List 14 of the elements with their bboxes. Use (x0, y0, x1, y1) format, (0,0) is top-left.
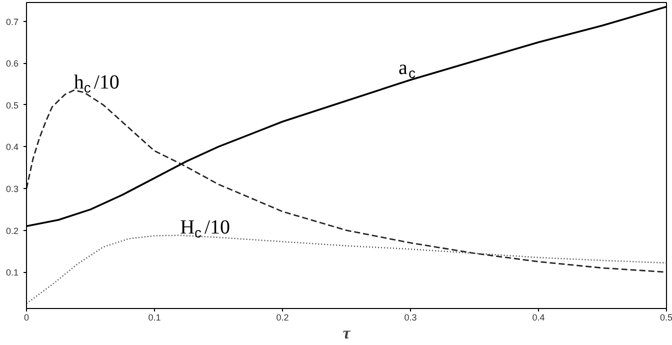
x-tick-label: 0 (24, 312, 30, 322)
y-tick-label: 0.4 (6, 142, 19, 152)
x-axis-title: τ (342, 324, 351, 342)
y-tick-label: 0.2 (6, 226, 19, 236)
x-tick-label: 0.2 (276, 312, 289, 322)
y-tick-label: 0.1 (6, 268, 19, 278)
x-tick-label: 0.1 (148, 312, 161, 322)
y-tick-label: 0.6 (6, 58, 19, 69)
y-tick-label: 0.7 (6, 16, 19, 27)
y-tick-label: 0.3 (6, 184, 19, 194)
x-tick-label: 0.4 (532, 312, 545, 322)
x-tick-label: 0.5 (660, 312, 672, 322)
x-tick-label: 0.3 (404, 312, 417, 322)
y-tick-label: 0.5 (6, 100, 19, 110)
